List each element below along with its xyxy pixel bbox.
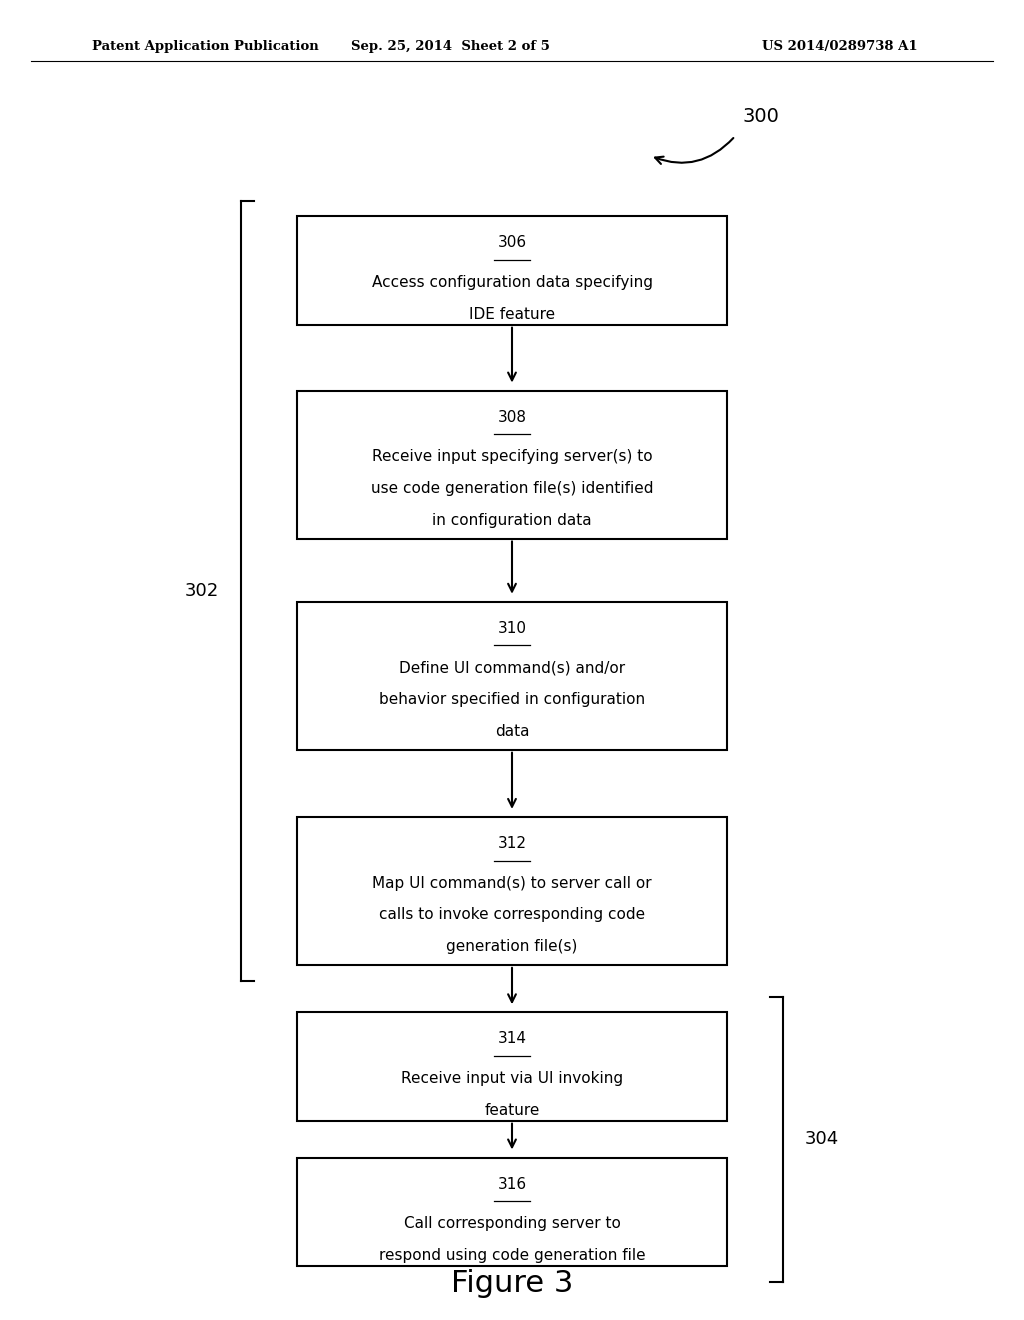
Text: 304: 304 bbox=[805, 1130, 840, 1148]
Bar bbox=[297, 1012, 727, 1121]
FancyArrowPatch shape bbox=[508, 752, 516, 807]
Text: Sep. 25, 2014  Sheet 2 of 5: Sep. 25, 2014 Sheet 2 of 5 bbox=[351, 40, 550, 53]
Text: Patent Application Publication: Patent Application Publication bbox=[92, 40, 318, 53]
FancyArrowPatch shape bbox=[508, 541, 516, 591]
Text: respond using code generation file: respond using code generation file bbox=[379, 1247, 645, 1263]
Text: 306: 306 bbox=[498, 235, 526, 251]
Text: 302: 302 bbox=[184, 582, 219, 599]
Text: Receive input via UI invoking: Receive input via UI invoking bbox=[401, 1071, 623, 1086]
Text: 300: 300 bbox=[742, 107, 779, 125]
Text: Define UI command(s) and/or: Define UI command(s) and/or bbox=[399, 660, 625, 676]
Text: behavior specified in configuration: behavior specified in configuration bbox=[379, 692, 645, 708]
Text: Access configuration data specifying: Access configuration data specifying bbox=[372, 275, 652, 290]
Text: IDE feature: IDE feature bbox=[469, 306, 555, 322]
Text: in configuration data: in configuration data bbox=[432, 512, 592, 528]
Text: 314: 314 bbox=[498, 1031, 526, 1047]
Text: 308: 308 bbox=[498, 409, 526, 425]
Text: Map UI command(s) to server call or: Map UI command(s) to server call or bbox=[372, 875, 652, 891]
Bar bbox=[297, 602, 727, 750]
FancyArrowPatch shape bbox=[508, 1123, 516, 1147]
Bar bbox=[297, 216, 727, 325]
Text: feature: feature bbox=[484, 1102, 540, 1118]
FancyArrowPatch shape bbox=[655, 139, 733, 164]
FancyArrowPatch shape bbox=[508, 968, 516, 1002]
Text: 310: 310 bbox=[498, 620, 526, 636]
Bar bbox=[297, 817, 727, 965]
FancyArrowPatch shape bbox=[508, 327, 516, 380]
Bar bbox=[297, 1158, 727, 1266]
Text: Figure 3: Figure 3 bbox=[451, 1269, 573, 1298]
Text: Receive input specifying server(s) to: Receive input specifying server(s) to bbox=[372, 449, 652, 465]
Text: 312: 312 bbox=[498, 836, 526, 851]
Text: use code generation file(s) identified: use code generation file(s) identified bbox=[371, 480, 653, 496]
Text: data: data bbox=[495, 723, 529, 739]
Text: calls to invoke corresponding code: calls to invoke corresponding code bbox=[379, 907, 645, 923]
Bar bbox=[297, 391, 727, 539]
Text: Call corresponding server to: Call corresponding server to bbox=[403, 1216, 621, 1232]
Text: 316: 316 bbox=[498, 1176, 526, 1192]
Text: US 2014/0289738 A1: US 2014/0289738 A1 bbox=[762, 40, 918, 53]
Text: generation file(s): generation file(s) bbox=[446, 939, 578, 954]
